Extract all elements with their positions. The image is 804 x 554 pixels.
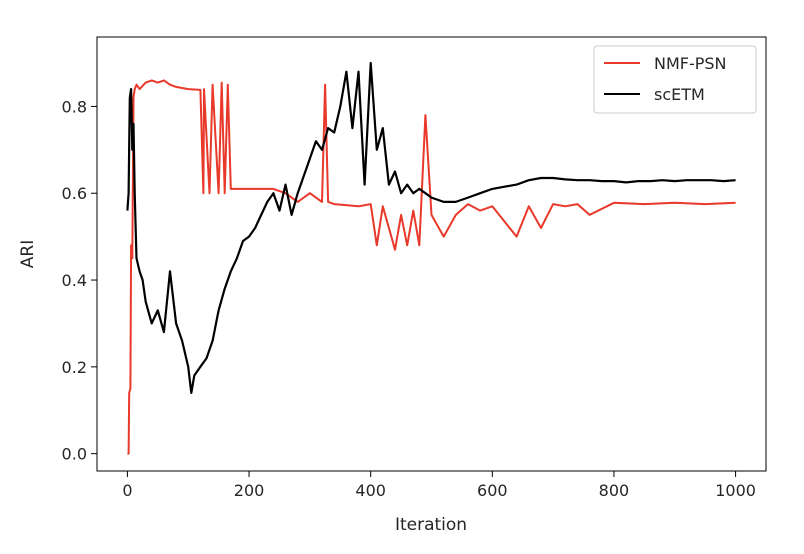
y-axis-title: ARI	[18, 240, 38, 268]
x-axis-title: Iteration	[395, 515, 467, 535]
plot-frame	[96, 36, 767, 472]
x-tick-label: 600	[477, 481, 508, 500]
series-line-nmf-psn	[127, 79, 736, 455]
y-tick-label: 0.4	[62, 271, 87, 290]
x-tick-label: 1000	[715, 481, 756, 500]
y-tick-label: 0.2	[62, 358, 87, 377]
legend-label-scetm: scETM	[654, 85, 705, 104]
x-tick-label: 200	[234, 481, 265, 500]
series-line-scetm	[126, 61, 736, 394]
x-tick-label: 800	[599, 481, 630, 500]
y-tick-label: 0.8	[62, 97, 87, 116]
y-axis-ticks: 0.0 0.2 0.4 0.6 0.8	[62, 97, 97, 464]
legend: NMF-PSN scETM	[593, 45, 757, 114]
y-tick-label: 0.6	[62, 184, 87, 203]
series-layer	[126, 61, 736, 455]
y-tick-label: 0.0	[62, 445, 87, 464]
legend-label-nmf-psn: NMF-PSN	[654, 54, 727, 73]
x-tick-label: 0	[122, 481, 132, 500]
x-tick-label: 400	[355, 481, 386, 500]
x-axis-ticks: 0 200 400 600 800 1000	[122, 471, 756, 500]
